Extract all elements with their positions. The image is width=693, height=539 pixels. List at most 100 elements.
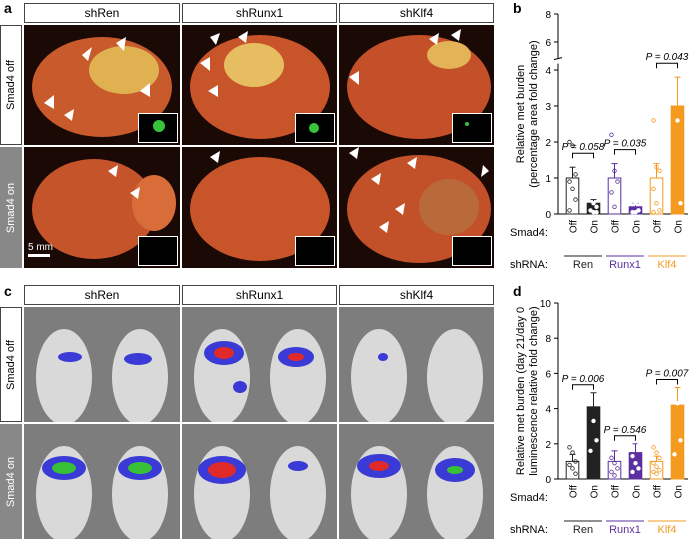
- data-point: [594, 209, 599, 215]
- y-tick-label: 1: [545, 174, 551, 185]
- p-value-label: P = 0.043: [646, 52, 689, 63]
- mouse-illustration: [351, 329, 483, 422]
- data-point: [609, 469, 614, 475]
- group-label: Klf4: [658, 524, 677, 536]
- bioluminescence-image-shrunx1-on: [182, 424, 337, 539]
- row-label-smad4-off-a: Smad4 off: [0, 25, 22, 145]
- x-tick-label: On: [632, 485, 643, 498]
- data-point: [657, 168, 662, 173]
- fluorescence-inset: [138, 236, 178, 266]
- x-tick-label: On: [674, 220, 685, 233]
- data-point: [630, 469, 635, 475]
- liver-illustration: [32, 37, 172, 137]
- fluorescence-inset: [452, 236, 492, 266]
- data-point: [672, 100, 677, 105]
- p-value-label: P = 0.035: [604, 139, 647, 150]
- liver-photo-shklf4-off: [339, 25, 494, 145]
- bioluminescence-image-shren-off: [24, 307, 180, 422]
- x-tick-label: On: [674, 485, 685, 498]
- column-header-shklf4-c: shKlf4: [339, 285, 494, 305]
- data-point: [675, 401, 680, 406]
- y-tick-label: 2: [545, 440, 551, 451]
- panel-letter-d: d: [513, 283, 522, 299]
- data-point: [630, 381, 635, 387]
- p-value-label: P = 0.058: [562, 142, 605, 153]
- y-axis-label: Relative met burden (day 21/day 0lumines…: [515, 306, 540, 475]
- scale-bar: [28, 254, 50, 257]
- column-header-shren-a: shRen: [24, 3, 180, 23]
- data-point: [636, 466, 641, 471]
- data-point: [636, 443, 641, 448]
- mouse-illustration: [36, 329, 168, 422]
- p-value-bracket: [572, 384, 594, 390]
- data-point: [591, 343, 596, 348]
- y-axis-label-line: luminescence relative fold change): [528, 306, 540, 475]
- data-point: [678, 438, 683, 443]
- axis-break: [554, 58, 562, 64]
- fluorescence-inset: [295, 113, 335, 143]
- data-point: [567, 139, 572, 145]
- data-point: [570, 143, 575, 148]
- x-tick-label: Off: [569, 485, 580, 498]
- panel-letter-a: a: [4, 0, 12, 16]
- data-point: [633, 200, 638, 206]
- panel-letter-c: c: [4, 283, 12, 299]
- y-tick-label: 4: [545, 66, 551, 77]
- data-point: [678, 365, 683, 371]
- data-point: [633, 460, 638, 466]
- group-label: Klf4: [658, 259, 677, 271]
- data-point: [573, 172, 578, 177]
- bioluminescence-image-shren-on: [24, 424, 180, 539]
- data-point: [615, 466, 620, 471]
- y-axis-label-line: Relative met burden (day 21/day 0: [515, 307, 527, 475]
- data-point: [588, 399, 593, 404]
- x-tick-label: On: [590, 485, 601, 498]
- column-header-shren-c: shRen: [24, 285, 180, 305]
- data-point: [657, 455, 662, 461]
- data-point: [594, 204, 599, 209]
- data-point: [567, 179, 572, 184]
- data-point: [609, 132, 614, 137]
- liver-photo-shrunx1-on: [182, 147, 337, 268]
- y-tick-label: 6: [545, 369, 551, 380]
- data-point: [615, 179, 620, 184]
- bioluminescence-image-shklf4-off: [339, 307, 494, 422]
- p-value-bracket: [656, 378, 678, 385]
- fluorescence-inset: [295, 236, 335, 266]
- liver-illustration: [190, 151, 330, 261]
- bar: [565, 177, 580, 215]
- data-point: [675, 118, 680, 123]
- data-point: [672, 388, 677, 394]
- data-point: [570, 466, 575, 471]
- bioluminescence-image-shrunx1-off: [182, 307, 337, 422]
- data-point: [630, 453, 635, 459]
- group-label: Runx1: [609, 524, 641, 536]
- data-point: [567, 208, 572, 213]
- scale-bar-label: 5 mm: [28, 242, 53, 253]
- mouse-illustration: [194, 329, 326, 422]
- y-axis-label-line: (percentage area fold change): [528, 40, 540, 187]
- data-point: [591, 200, 596, 206]
- data-point: [654, 200, 659, 206]
- data-point: [678, 45, 683, 50]
- y-axis-label-line: Relative met burden: [515, 65, 527, 163]
- bar: [649, 177, 664, 215]
- liver-photo-shren-on: 5 mm: [24, 147, 180, 268]
- data-point: [573, 459, 578, 464]
- data-point: [672, 37, 677, 42]
- data-point: [612, 473, 617, 478]
- bar: [586, 406, 601, 480]
- data-point: [570, 450, 575, 455]
- x-tick-label: On: [590, 220, 601, 233]
- y-tick-label: 0: [545, 210, 551, 221]
- column-header-shrunx1-c: shRunx1: [182, 285, 337, 305]
- liver-photo-shren-off: [24, 25, 180, 145]
- data-point: [657, 467, 662, 473]
- data-point: [612, 168, 617, 173]
- group-label: Ren: [573, 259, 593, 271]
- data-point: [654, 471, 659, 476]
- data-point: [588, 448, 593, 454]
- data-point: [609, 455, 614, 461]
- shrna-row-label: shRNA:: [510, 524, 548, 536]
- data-point: [651, 209, 656, 215]
